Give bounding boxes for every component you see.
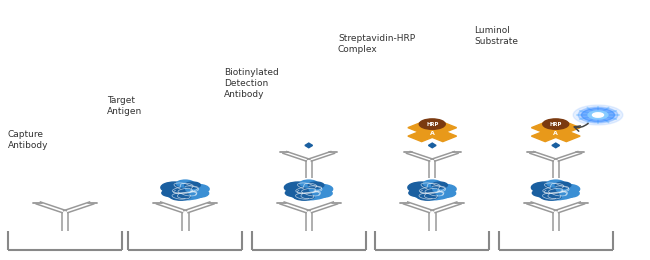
Circle shape: [578, 107, 618, 123]
Circle shape: [410, 182, 454, 200]
Text: A: A: [553, 131, 558, 136]
Circle shape: [189, 190, 209, 197]
Circle shape: [409, 190, 426, 197]
Circle shape: [163, 182, 207, 200]
Polygon shape: [305, 143, 313, 148]
Circle shape: [436, 190, 456, 197]
Circle shape: [309, 184, 333, 194]
Circle shape: [300, 180, 317, 187]
Circle shape: [161, 182, 188, 193]
Circle shape: [417, 192, 438, 200]
Circle shape: [308, 182, 324, 188]
Circle shape: [560, 190, 579, 197]
Polygon shape: [428, 143, 436, 148]
Circle shape: [419, 119, 445, 129]
Text: A: A: [430, 131, 435, 136]
Circle shape: [285, 190, 303, 197]
Text: Streptavidin-HRP
Complex: Streptavidin-HRP Complex: [338, 34, 415, 54]
Circle shape: [185, 182, 200, 188]
Polygon shape: [408, 122, 456, 142]
Circle shape: [293, 192, 315, 200]
Polygon shape: [532, 122, 580, 142]
Text: HRP: HRP: [426, 122, 439, 127]
Circle shape: [285, 182, 311, 193]
Circle shape: [543, 119, 569, 129]
Circle shape: [176, 180, 194, 187]
Circle shape: [162, 190, 179, 197]
Circle shape: [287, 182, 331, 200]
Text: Luminol
Substrate: Luminol Substrate: [474, 26, 519, 46]
Circle shape: [540, 192, 562, 200]
Circle shape: [408, 182, 436, 193]
Circle shape: [186, 184, 209, 194]
Circle shape: [534, 182, 578, 200]
Circle shape: [170, 192, 191, 200]
Circle shape: [532, 190, 550, 197]
Circle shape: [573, 105, 623, 125]
Circle shape: [588, 111, 608, 119]
Circle shape: [556, 184, 580, 194]
Circle shape: [547, 180, 564, 187]
Text: Capture
Antibody: Capture Antibody: [8, 130, 48, 150]
Circle shape: [532, 182, 558, 193]
Circle shape: [555, 182, 571, 188]
Text: HRP: HRP: [549, 122, 562, 127]
Circle shape: [432, 182, 447, 188]
Polygon shape: [552, 143, 560, 148]
Circle shape: [424, 180, 441, 187]
Circle shape: [581, 108, 615, 122]
Polygon shape: [532, 122, 580, 142]
Circle shape: [433, 184, 456, 194]
Text: Biotinylated
Detection
Antibody: Biotinylated Detection Antibody: [224, 68, 279, 99]
Circle shape: [313, 190, 332, 197]
Circle shape: [593, 113, 603, 117]
Polygon shape: [408, 122, 456, 142]
Text: Target
Antigen: Target Antigen: [107, 96, 142, 116]
